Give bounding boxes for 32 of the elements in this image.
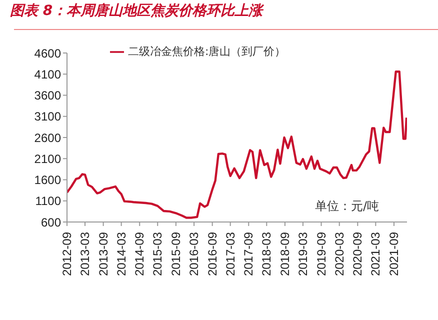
y-tick-label: 1100 (35, 194, 62, 208)
y-tick-label: 3100 (34, 110, 62, 124)
annotation: 单位：元/吨 (315, 198, 380, 215)
x-tick-label: 2015-09 (168, 232, 183, 276)
x-tick-label: 2021-03 (368, 232, 383, 276)
x-tick-label: 2018-03 (260, 232, 274, 276)
x-tick-label: 2020-09 (350, 232, 365, 276)
y-tick-label: 4100 (34, 67, 62, 82)
y-tick-label: 1600 (34, 173, 62, 188)
x-tick-label: 2020-03 (332, 232, 346, 276)
line-series (67, 70, 407, 219)
y-tick-label: 2100 (34, 152, 62, 166)
x-tick-label: 2016-03 (187, 232, 202, 276)
x-tick-label: 2017-09 (242, 232, 256, 276)
x-tick-label: 2013-09 (96, 232, 110, 276)
x-tick-label: 2014-09 (132, 232, 147, 276)
y-tick-label: 2600 (34, 130, 62, 145)
x-tick-label: 2018-09 (278, 232, 292, 276)
x-tick-label: 2019-09 (314, 232, 328, 276)
x-tick-label: 2013-03 (78, 232, 92, 276)
x-tick-label: 2014-03 (114, 232, 128, 276)
y-tick-label: 3600 (34, 88, 62, 103)
x-tick-label: 2012-09 (60, 232, 74, 276)
y-tick-label: 600 (40, 215, 62, 230)
y-tick-label: 4600 (34, 46, 62, 60)
chart-title: 图表 8：本周唐山地区焦炭价格环比上涨 (10, 2, 263, 20)
x-tick-label: 2016-09 (205, 232, 220, 276)
x-tick-label: 2015-03 (150, 232, 165, 276)
x-tick-label: 2017-03 (223, 232, 238, 276)
x-tick-label: 2021-09 (386, 232, 401, 276)
x-tick-label: 2019-03 (296, 232, 310, 276)
legend-label: 二级冶金焦价格:唐山（到厂价） (128, 45, 286, 58)
